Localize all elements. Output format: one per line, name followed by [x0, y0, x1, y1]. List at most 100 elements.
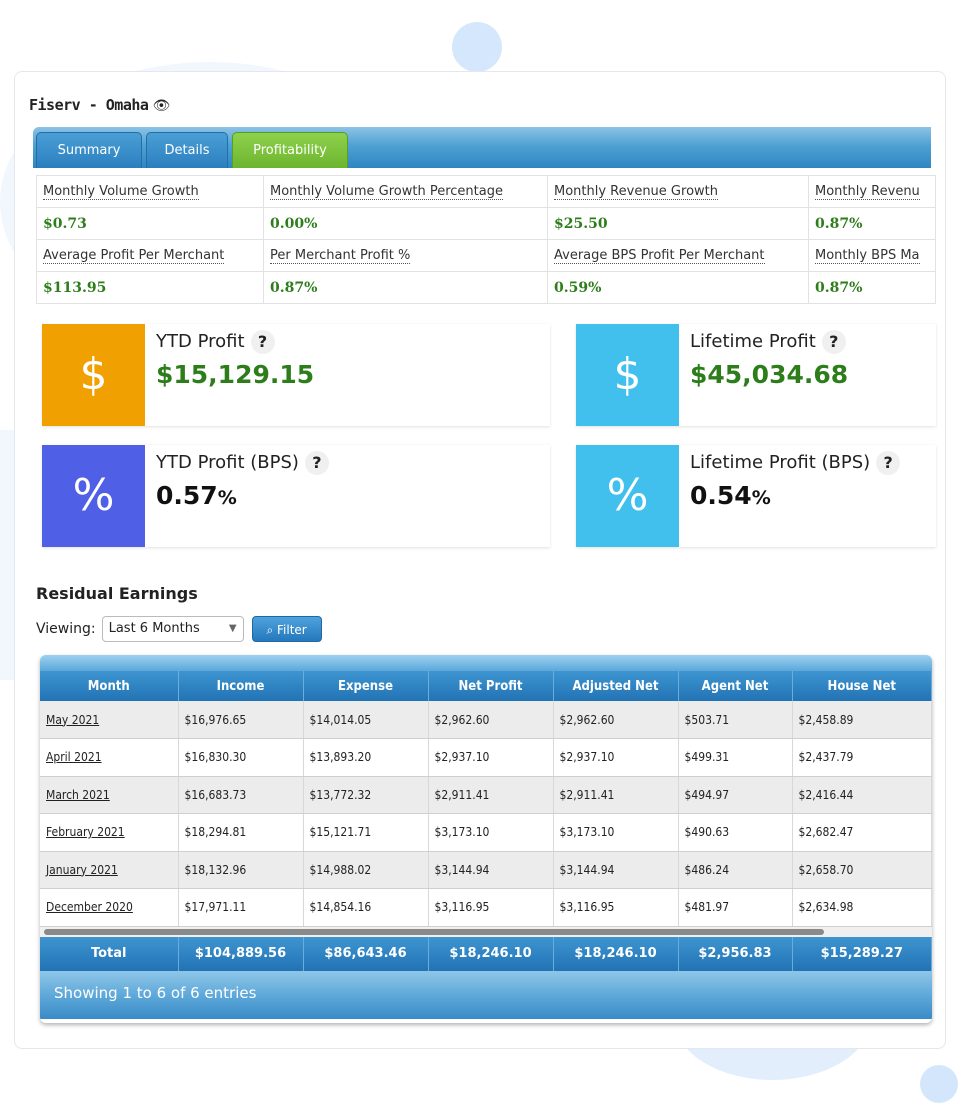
- metric-value: $0.73: [36, 207, 264, 240]
- table-row: February 2021 $18,294.81 $15,121.71 $3,1…: [40, 813, 932, 852]
- cell: $499.31: [678, 738, 793, 777]
- col-income[interactable]: Income: [178, 671, 304, 701]
- profitability-card: Fiserv - Omaha 👁 Summary Details Profitab…: [14, 71, 946, 1049]
- stat-label: Lifetime Profit?: [690, 330, 846, 354]
- table-info: Showing 1 to 6 of 6 entries: [40, 970, 932, 1019]
- metric-label: Monthly Revenu: [808, 175, 936, 208]
- metric-value: 0.87%: [263, 271, 548, 304]
- percent-icon: %: [42, 445, 145, 547]
- month-link[interactable]: February 2021: [40, 813, 179, 852]
- metric-value: 0.87%: [808, 207, 936, 240]
- cell: $18,294.81: [178, 813, 304, 852]
- metric-label: Monthly Revenue Growth: [547, 175, 809, 208]
- metric-value: $25.50: [547, 207, 809, 240]
- residual-grid: Month Income Expense Net Profit Adjusted…: [40, 671, 932, 927]
- month-link[interactable]: May 2021: [40, 701, 179, 739]
- background-dot: [452, 22, 502, 72]
- percent-icon: %: [576, 445, 679, 547]
- tab-profitability[interactable]: Profitability: [232, 132, 348, 168]
- cell: $2,416.44: [792, 776, 932, 814]
- stat-label: YTD Profit (BPS)?: [156, 451, 329, 475]
- horizontal-scrollbar[interactable]: [40, 926, 932, 937]
- cell: $13,772.32: [303, 776, 429, 814]
- scrollbar-thumb[interactable]: [44, 928, 824, 935]
- cell: $2,634.98: [792, 888, 932, 927]
- eye-icon[interactable]: 👁: [152, 98, 170, 114]
- cell: $3,173.10: [428, 813, 554, 852]
- metric-label: Per Merchant Profit %: [263, 239, 548, 272]
- cell: $16,976.65: [178, 701, 304, 739]
- col-adjusted-net[interactable]: Adjusted Net: [553, 671, 679, 701]
- header-row: Month Income Expense Net Profit Adjusted…: [40, 671, 932, 701]
- total-cell: $2,956.83: [678, 936, 793, 971]
- chevron-down-icon: ▼: [228, 623, 237, 634]
- background-dot: [920, 1065, 958, 1103]
- viewing-filter: Viewing: Last 6 Months ▼ ⌕ Filter: [36, 616, 322, 642]
- metric-label: Monthly BPS Ma: [808, 239, 936, 272]
- tab-summary[interactable]: Summary: [36, 132, 142, 168]
- table-row: December 2020 $17,971.11 $14,854.16 $3,1…: [40, 888, 932, 927]
- ytd-profit-tile: $ YTD Profit? $15,129.15: [42, 324, 550, 426]
- cell: $16,830.30: [178, 738, 304, 777]
- dollar-icon: $: [42, 324, 145, 426]
- col-agent-net[interactable]: Agent Net: [678, 671, 793, 701]
- tab-bar: Summary Details Profitability: [33, 127, 931, 168]
- stat-label: YTD Profit?: [156, 330, 275, 354]
- page-title: Fiserv - Omaha 👁: [29, 96, 170, 114]
- residual-table: Month Income Expense Net Profit Adjusted…: [40, 655, 932, 1023]
- metric-label: Average Profit Per Merchant: [36, 239, 264, 272]
- metric-value: 0.59%: [547, 271, 809, 304]
- lifetime-profit-tile: $ Lifetime Profit? $45,034.68: [576, 324, 936, 426]
- cell: $14,014.05: [303, 701, 429, 739]
- cell: $16,683.73: [178, 776, 304, 814]
- cell: $3,144.94: [428, 851, 554, 889]
- month-link[interactable]: April 2021: [40, 738, 179, 777]
- stat-value: $15,129.15: [156, 360, 315, 389]
- cell: $2,911.41: [553, 776, 679, 814]
- cell: $3,116.95: [553, 888, 679, 927]
- cell: $3,144.94: [553, 851, 679, 889]
- cell: $2,658.70: [792, 851, 932, 889]
- cell: $2,962.60: [428, 701, 554, 739]
- tab-details[interactable]: Details: [146, 132, 228, 168]
- cell: $15,121.71: [303, 813, 429, 852]
- cell: $2,682.47: [792, 813, 932, 852]
- month-link[interactable]: January 2021: [40, 851, 179, 889]
- metric-label: Monthly Volume Growth: [36, 175, 264, 208]
- help-icon[interactable]: ?: [876, 451, 901, 475]
- filter-button[interactable]: ⌕ Filter: [251, 616, 322, 642]
- total-cell: $18,246.10: [428, 936, 554, 971]
- lifetime-bps-tile: % Lifetime Profit (BPS)? 0.54%: [576, 445, 936, 547]
- help-icon[interactable]: ?: [304, 451, 329, 475]
- table-row: January 2021 $18,132.96 $14,988.02 $3,14…: [40, 851, 932, 889]
- ytd-bps-tile: % YTD Profit (BPS)? 0.57%: [42, 445, 550, 547]
- cell: $2,437.79: [792, 738, 932, 777]
- table-row: May 2021 $16,976.65 $14,014.05 $2,962.60…: [40, 701, 932, 739]
- col-expense[interactable]: Expense: [303, 671, 429, 701]
- help-icon[interactable]: ?: [250, 330, 275, 354]
- total-cell: $18,246.10: [553, 936, 679, 971]
- total-cell: $104,889.56: [178, 936, 304, 971]
- period-select[interactable]: Last 6 Months ▼: [101, 616, 244, 642]
- filter-label: Filter: [277, 623, 307, 637]
- cell: $2,911.41: [428, 776, 554, 814]
- month-link[interactable]: March 2021: [40, 776, 179, 814]
- col-house-net[interactable]: House Net: [792, 671, 932, 701]
- search-icon: ⌕: [266, 623, 274, 637]
- table-header-bar: [40, 655, 932, 671]
- cell: $481.97: [678, 888, 793, 927]
- month-link[interactable]: December 2020: [40, 888, 179, 927]
- col-month[interactable]: Month: [40, 671, 179, 701]
- metric-label: Average BPS Profit Per Merchant: [547, 239, 809, 272]
- table-row: March 2021 $16,683.73 $13,772.32 $2,911.…: [40, 776, 932, 814]
- cell: $2,937.10: [553, 738, 679, 777]
- cell: $2,962.60: [553, 701, 679, 739]
- help-icon[interactable]: ?: [821, 330, 846, 354]
- stat-value: 0.54%: [690, 481, 771, 510]
- stat-label: Lifetime Profit (BPS)?: [690, 451, 901, 475]
- cell: $14,854.16: [303, 888, 429, 927]
- viewing-label: Viewing:: [36, 621, 96, 637]
- col-net-profit[interactable]: Net Profit: [428, 671, 554, 701]
- stat-value: $45,034.68: [690, 360, 849, 389]
- cell: $13,893.20: [303, 738, 429, 777]
